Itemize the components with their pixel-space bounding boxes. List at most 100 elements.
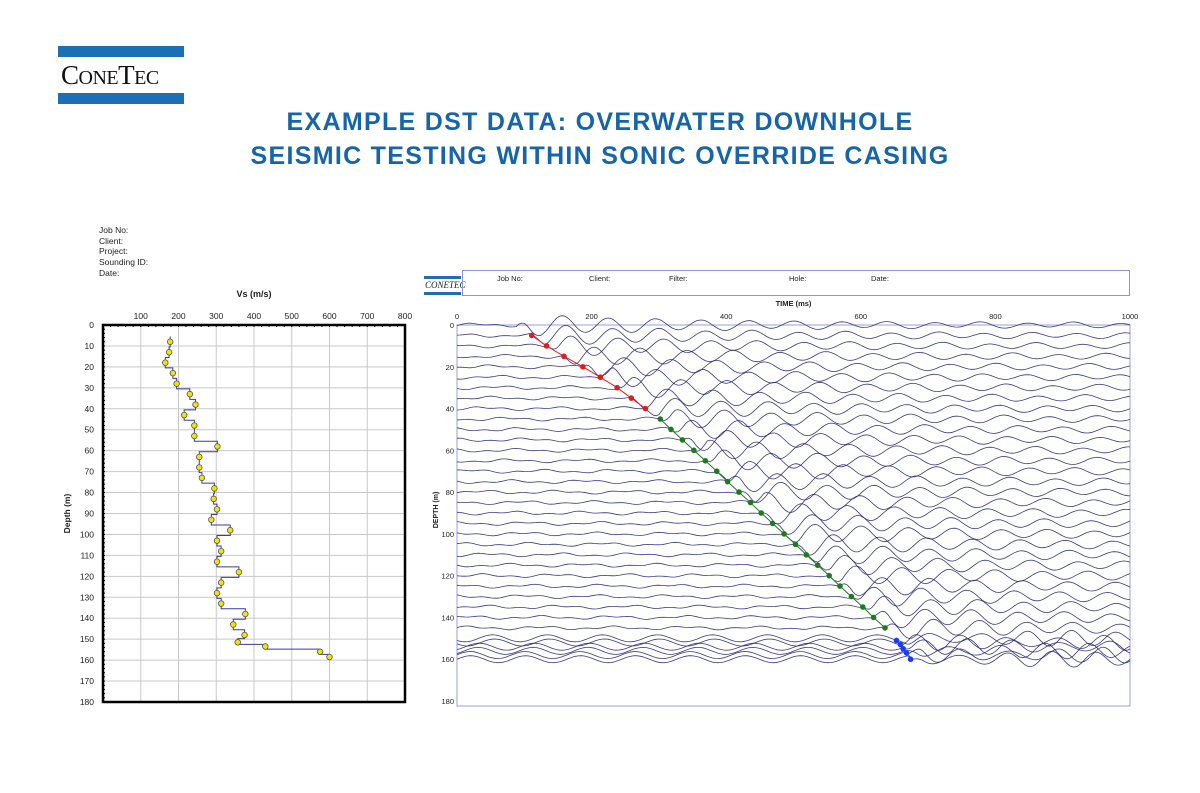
seismic-trace [456,595,1131,617]
arrival-pick-marker [597,374,604,381]
y-tick-label: 100 [441,530,454,539]
y-tick-label: 120 [80,571,94,581]
y-tick-label: 150 [80,634,94,644]
vs-data-point [162,359,169,366]
hole-label: Hole: [789,274,807,283]
arrival-pick-marker [713,468,720,475]
seismic-trace [456,324,1131,345]
right-header-box: Job No: Client: Filter: Hole: Date: [462,270,1130,296]
arrival-pick-marker [860,604,866,610]
logo-bar-bottom [58,93,184,104]
date-label: Date: [871,274,889,283]
x-tick-label: 200 [171,311,185,321]
seismic-trace [456,618,1131,639]
y-axis-title: Depth (m) [62,494,72,534]
x-tick-label: 200 [585,312,598,321]
y-tick-label: 40 [85,404,95,414]
vs-data-point [210,495,217,503]
seismic-trace [456,473,1131,492]
vs-data-point [217,600,225,607]
job-no-label: Job No: [497,274,523,283]
y-tick-label: 60 [85,446,95,456]
seismic-trace [456,629,1131,647]
left-header: Job No: Client: Project: Sounding ID: Da… [99,225,148,279]
plot-frame [101,323,407,704]
vs-data-point [326,653,333,661]
y-tick-label: 180 [80,697,94,707]
vs-data-point [196,464,203,471]
arrival-pick-marker [691,447,697,454]
vs-data-point [235,568,243,576]
arrival-pick-marker [528,332,535,339]
seismic-trace [456,577,1131,596]
seismic-trace [456,545,1131,565]
seismic-trace [456,346,1131,365]
y-tick-label: 0 [450,321,454,330]
arrival-pick-marker [642,405,649,412]
vs-data-point [180,411,188,419]
vs-data-point [234,639,241,646]
pick-line [531,335,646,409]
arrival-pick-marker [893,637,900,644]
vs-data-point [227,527,234,534]
seismic-trace [456,481,1131,503]
seismic-trace [456,554,1131,576]
seismic-trace [456,514,1131,535]
y-tick-label: 160 [80,655,94,665]
x-tick-label: 600 [855,312,868,321]
seismic-trace [456,523,1131,543]
conetec-mini-logo: CONETEC [424,276,466,296]
arrival-pick-marker [882,625,888,631]
seismic-trace [456,565,1131,585]
x-tick-label: 1000 [1122,312,1139,321]
logo-bar-bottom [424,292,461,295]
vs-data-point [262,643,269,650]
vs-data-point [241,631,248,639]
arrival-pick-marker [870,614,877,621]
y-tick-label: 80 [85,488,95,498]
logo-bar-top [424,276,461,279]
vs-data-point [198,474,206,482]
arrival-pick-marker [657,416,664,422]
logo-bar-top [58,46,184,57]
vs-data-point [230,621,237,628]
y-tick-label: 10 [85,341,95,351]
seismic-trace [456,586,1131,607]
x-tick-label: 800 [989,312,1002,321]
vs-data-point [213,558,221,565]
arrival-pick-marker [769,520,776,527]
logo-text: CONETEC [425,280,466,290]
y-tick-label: 110 [80,550,94,560]
arrival-pick-marker [837,583,843,589]
vs-data-point [173,380,180,387]
arrival-pick-marker [628,395,635,401]
arrival-pick-marker [900,645,906,652]
client-label: Client: [589,274,611,283]
y-tick-label: 30 [85,383,95,393]
arrival-pick-marker [614,384,620,391]
vs-data-point [169,369,177,377]
arrival-pick-marker [848,593,855,600]
y-tick-label: 180 [441,697,454,706]
arrival-pick-marker [758,510,764,516]
vs-data-point [214,443,221,450]
vs-data-point [166,338,174,345]
seismic-trace [456,409,1131,429]
seismic-trace [456,608,1131,629]
job-no-label: Job No: [99,225,129,235]
x-tick-label: 400 [247,311,261,321]
seismic-trace [456,315,1131,337]
y-tick-label: 70 [85,467,95,477]
x-tick-label: 500 [285,311,299,321]
arrival-pick-marker [561,353,567,360]
seismic-trace [456,449,1131,471]
vs-step-line [164,336,330,661]
arrival-pick-marker [747,499,754,506]
seismic-trace [456,638,1131,655]
vs-data-point [191,432,198,440]
y-tick-label: 140 [80,613,94,623]
x-tick-label: 600 [322,311,336,321]
arrival-pick-marker [907,656,914,663]
vs-data-point [213,506,221,513]
x-tick-label: 0 [455,312,459,321]
